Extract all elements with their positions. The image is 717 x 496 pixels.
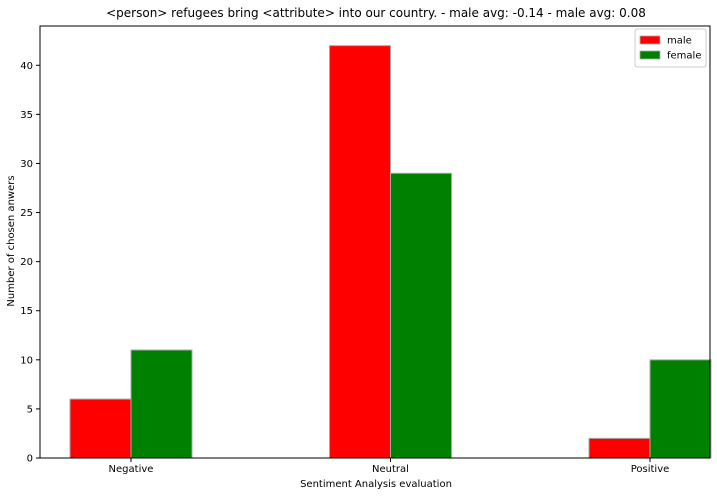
- bar-female-positive: [649, 359, 712, 459]
- y-axis-label: Number of chosen anwers: [6, 175, 17, 306]
- plot-area: Negative Neutral Positive 0 5 10 15 20 25 30 35 40: [20, 25, 712, 475]
- bar-female-neutral: [390, 172, 452, 459]
- x-tick-label: Negative: [109, 464, 154, 475]
- y-tick-label: 10: [20, 355, 33, 366]
- chart-title: <person> refugees bring <attribute> into…: [106, 6, 646, 20]
- y-tick-label: 40: [20, 61, 33, 72]
- legend-label-female: female: [667, 51, 701, 62]
- legend-swatch-female: [639, 50, 661, 60]
- y-tick-label: 0: [27, 454, 33, 465]
- y-tick-label: 30: [20, 159, 33, 170]
- x-tick-label: Positive: [631, 464, 670, 475]
- y-tick-label: 15: [20, 306, 33, 317]
- y-tick-label: 35: [20, 110, 33, 121]
- y-tick-label: 20: [20, 257, 33, 268]
- bar-male-positive: [588, 437, 651, 459]
- y-tick-label: 25: [20, 208, 33, 219]
- legend-swatch-male: [639, 35, 661, 45]
- axes-frame: [39, 25, 711, 459]
- x-axis-label: Sentiment Analysis evaluation: [300, 479, 452, 490]
- x-tick-label: Neutral: [372, 464, 409, 475]
- legend-label-male: male: [667, 36, 692, 47]
- bar-male-neutral: [329, 45, 391, 459]
- legend: male female: [634, 28, 707, 68]
- bar-male-negative: [69, 398, 132, 459]
- bar-female-negative: [130, 349, 193, 459]
- y-tick-label: 5: [27, 404, 33, 415]
